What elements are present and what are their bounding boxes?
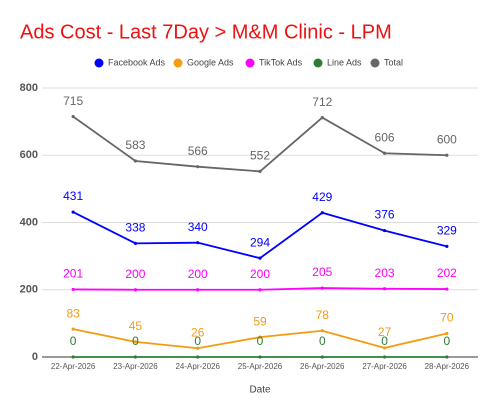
point	[71, 327, 75, 331]
data-label: 429	[312, 190, 332, 204]
x-tick-label: 22-Apr-2026	[51, 362, 96, 371]
point	[445, 331, 449, 336]
x-tick-label: 25-Apr-2026	[238, 362, 283, 371]
legend-marker	[173, 58, 183, 68]
legend-label: Facebook Ads	[108, 57, 166, 67]
data-label: 203	[375, 266, 395, 280]
point	[445, 244, 449, 248]
point	[258, 355, 262, 359]
data-label: 78	[316, 308, 330, 322]
data-label: 376	[375, 208, 395, 222]
legend-marker	[370, 58, 380, 68]
point	[320, 329, 324, 333]
data-label: 83	[66, 306, 80, 320]
data-label: 583	[125, 138, 145, 152]
point	[258, 288, 262, 292]
point	[133, 159, 138, 163]
data-label: 0	[444, 334, 451, 348]
legend-label: Line Ads	[327, 57, 362, 67]
x-axis-label: Date	[249, 385, 271, 396]
data-label: 27	[378, 325, 392, 339]
data-label: 0	[257, 334, 264, 348]
point	[320, 211, 324, 215]
data-label: 0	[132, 334, 139, 348]
data-label: 200	[125, 267, 145, 281]
point	[320, 355, 324, 359]
point	[382, 346, 387, 350]
point	[196, 288, 200, 292]
data-label: 0	[70, 334, 77, 348]
point	[71, 210, 75, 214]
legend-label: Total	[384, 57, 403, 67]
x-tick-label: 26-Apr-2026	[300, 362, 345, 371]
data-label: 26	[191, 325, 205, 339]
point	[133, 340, 138, 344]
data-label: 0	[319, 334, 326, 348]
data-label: 59	[253, 314, 267, 328]
data-label: 715	[63, 94, 83, 108]
y-tick-label: 400	[20, 216, 38, 228]
point	[445, 153, 449, 157]
point	[258, 335, 262, 339]
data-label: 606	[375, 130, 395, 144]
point	[258, 256, 262, 260]
y-tick-label: 600	[20, 149, 38, 161]
point	[133, 288, 138, 292]
point	[320, 115, 324, 120]
legend-marker	[313, 58, 323, 68]
x-tick-label: 23-Apr-2026	[113, 362, 158, 371]
data-label: 202	[437, 266, 457, 280]
point	[196, 346, 200, 350]
point	[320, 286, 324, 290]
point	[71, 287, 75, 292]
legend-marker	[245, 58, 255, 68]
data-label: 431	[63, 189, 83, 203]
data-label: 712	[312, 95, 332, 109]
data-label: 45	[129, 319, 143, 333]
point	[196, 355, 200, 359]
point	[133, 355, 138, 359]
point	[382, 151, 387, 155]
point	[382, 287, 387, 291]
data-label: 338	[125, 221, 145, 235]
legend-label: TikTok Ads	[259, 57, 303, 67]
point	[445, 355, 449, 359]
y-tick-label: 200	[20, 284, 38, 296]
point	[71, 114, 75, 119]
data-label: 340	[188, 220, 208, 234]
data-label: 552	[250, 149, 270, 163]
y-tick-label: 0	[32, 351, 38, 363]
x-tick-label: 28-Apr-2026	[425, 362, 470, 371]
data-label: 294	[250, 235, 270, 249]
data-label: 329	[437, 224, 457, 238]
data-label: 205	[312, 265, 332, 279]
data-label: 70	[440, 311, 454, 325]
data-label: 200	[250, 267, 270, 281]
data-label: 566	[188, 144, 208, 158]
point	[258, 169, 262, 173]
y-tick-label: 800	[20, 82, 38, 94]
point	[382, 355, 387, 359]
data-label: 0	[194, 334, 201, 348]
chart-title: Ads Cost - Last 7Day > M&M Clinic - LPM	[20, 21, 392, 43]
data-label: 600	[437, 132, 457, 146]
point	[133, 241, 138, 245]
point	[196, 165, 200, 169]
point	[382, 228, 387, 233]
data-label: 0	[381, 334, 388, 348]
data-label: 200	[188, 267, 208, 281]
legend-marker	[94, 58, 104, 68]
point	[196, 241, 200, 245]
x-tick-label: 27-Apr-2026	[362, 362, 407, 371]
point	[71, 355, 75, 359]
data-label: 201	[63, 267, 83, 281]
legend-label: Google Ads	[187, 57, 234, 67]
point	[445, 287, 449, 291]
x-tick-label: 24-Apr-2026	[175, 362, 220, 371]
